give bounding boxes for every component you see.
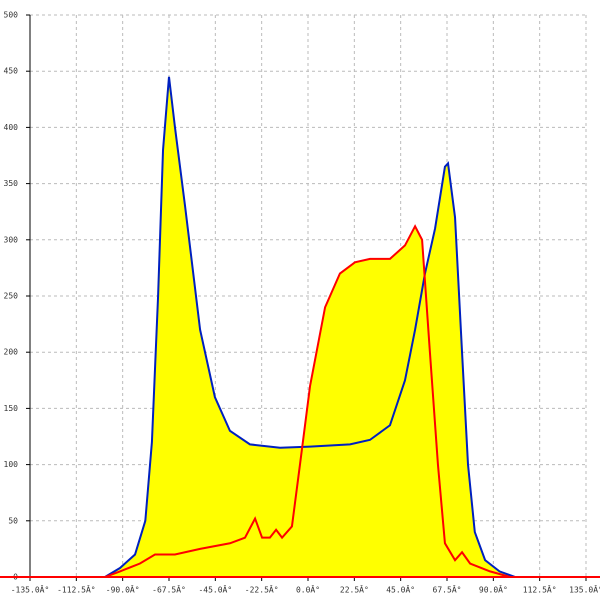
x-tick-label: 90.0Â° bbox=[479, 584, 508, 595]
x-tick-label: 112.5Â° bbox=[523, 584, 557, 595]
y-tick-label: 100 bbox=[4, 460, 19, 469]
x-tick-label: 135.0Â° bbox=[569, 584, 600, 595]
area-fill bbox=[104, 226, 511, 577]
y-tick-label: 200 bbox=[4, 348, 19, 357]
x-tick-label: -67.5Â° bbox=[152, 584, 186, 595]
y-tick-label: 500 bbox=[4, 11, 19, 20]
x-tick-label: -90.0Â° bbox=[106, 584, 140, 595]
y-tick-label: 400 bbox=[4, 123, 19, 132]
area-line bbox=[104, 224, 511, 578]
x-tick-label: -22.5Â° bbox=[245, 584, 279, 595]
y-tick-label: 250 bbox=[4, 292, 19, 301]
x-tick-label: -135.0Â° bbox=[11, 584, 50, 595]
x-tick-label: 67.5Â° bbox=[433, 584, 462, 595]
x-tick-label: 22.5Â° bbox=[340, 584, 369, 595]
y-tick-label: 450 bbox=[4, 67, 19, 76]
y-tick-label: 150 bbox=[4, 404, 19, 413]
area-line bbox=[104, 76, 516, 578]
y-tick-label: 350 bbox=[4, 179, 19, 188]
x-tick-label: 0.0Â° bbox=[296, 584, 320, 595]
x-tick-label: -112.5Â° bbox=[57, 584, 96, 595]
y-tick-label: 50 bbox=[8, 516, 18, 525]
x-tick-label: 45.0Â° bbox=[386, 584, 415, 595]
x-tick-label: -45.0Â° bbox=[198, 584, 232, 595]
y-tick-label: 300 bbox=[4, 235, 19, 244]
